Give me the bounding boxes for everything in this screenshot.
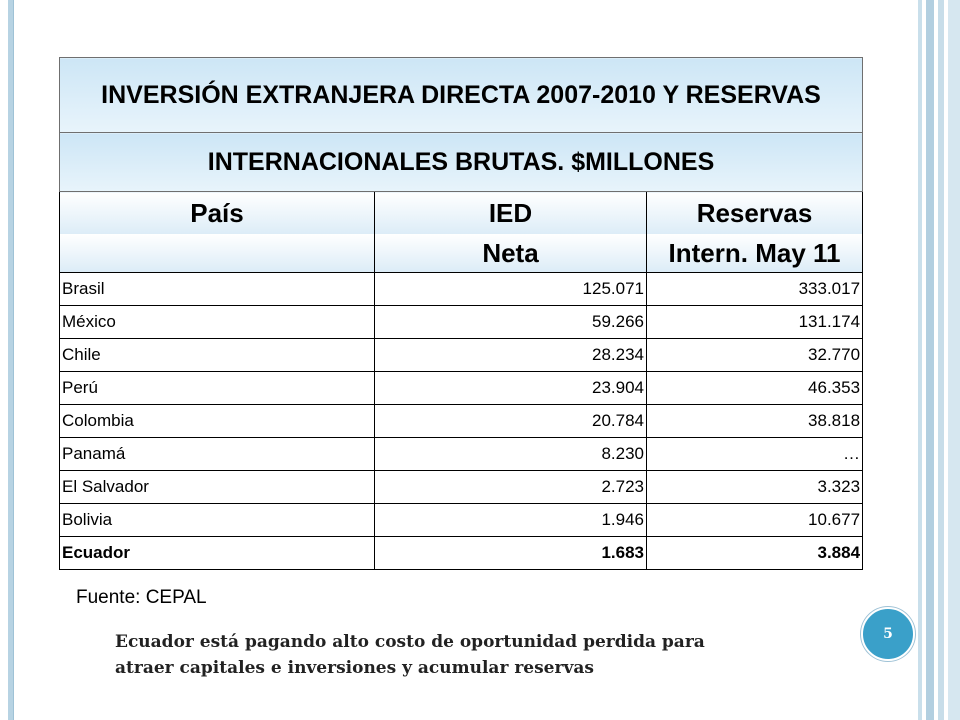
slide-frame-right	[926, 0, 934, 720]
table-title-row: INVERSIÓN EXTRANJERA DIRECTA 2007-2010 Y…	[58, 57, 864, 133]
country-cell: Brasil	[59, 272, 375, 306]
ied-cell: 59.266	[374, 305, 647, 339]
table-row: Brasil 125.071 333.017	[59, 272, 864, 306]
table-row: Perú 23.904 46.353	[59, 371, 864, 405]
ied-cell: 1.683	[374, 536, 647, 570]
table-row-highlighted: Ecuador 1.683 3.884	[59, 536, 864, 570]
column-header-reserves: Reservas	[645, 191, 864, 234]
slide-frame-right	[948, 0, 960, 720]
reserves-cell: 38.818	[645, 404, 864, 438]
reserves-cell: 32.770	[645, 338, 864, 372]
reserves-cell: 10.677	[645, 503, 864, 537]
reserves-cell: 333.017	[645, 272, 864, 306]
column-header-country: País	[59, 191, 375, 234]
country-cell: Perú	[59, 371, 375, 405]
reserves-cell: …	[645, 437, 864, 471]
country-cell: México	[59, 305, 375, 339]
column-subheader-ied: Neta	[374, 234, 647, 273]
header-row: País IED Reservas	[59, 191, 864, 234]
reserves-cell: 131.174	[645, 305, 864, 339]
investment-reserves-table: INVERSIÓN EXTRANJERA DIRECTA 2007-2010 Y…	[58, 57, 864, 570]
table-title: INVERSIÓN EXTRANJERA DIRECTA 2007-2010 Y…	[58, 57, 864, 133]
table-subtitle-row: INTERNACIONALES BRUTAS. $MILLONES	[58, 132, 864, 192]
header-row: Neta Intern. May 11	[59, 234, 864, 273]
page-number-badge: 5	[861, 607, 915, 661]
country-cell: Bolivia	[59, 503, 375, 537]
reserves-cell: 46.353	[645, 371, 864, 405]
country-cell: Chile	[59, 338, 375, 372]
ied-cell: 20.784	[374, 404, 647, 438]
country-cell: El Salvador	[59, 470, 375, 504]
country-cell: Colombia	[59, 404, 375, 438]
country-cell: Ecuador	[59, 536, 375, 570]
reserves-cell: 3.884	[645, 536, 864, 570]
column-subheader-reserves: Intern. May 11	[645, 234, 864, 273]
table-row: Chile 28.234 32.770	[59, 338, 864, 372]
ied-cell: 28.234	[374, 338, 647, 372]
table-row: El Salvador 2.723 3.323	[59, 470, 864, 504]
ied-cell: 2.723	[374, 470, 647, 504]
reserves-cell: 3.323	[645, 470, 864, 504]
table-row: México 59.266 131.174	[59, 305, 864, 339]
slide-frame-right	[938, 0, 944, 720]
slide-frame-left	[8, 0, 14, 720]
source-note: Fuente: CEPAL	[76, 587, 207, 608]
slide-frame-right	[918, 0, 922, 720]
column-header-ied: IED	[374, 191, 647, 234]
column-subheader-country	[59, 234, 375, 273]
country-cell: Panamá	[59, 437, 375, 471]
ied-cell: 8.230	[374, 437, 647, 471]
table-subtitle: INTERNACIONALES BRUTAS. $MILLONES	[58, 132, 864, 192]
ied-cell: 23.904	[374, 371, 647, 405]
ied-cell: 125.071	[374, 272, 647, 306]
table-row: Bolivia 1.946 10.677	[59, 503, 864, 537]
conclusion-text: Ecuador está pagando alto costo de oport…	[115, 632, 705, 678]
ied-cell: 1.946	[374, 503, 647, 537]
table-row: Panamá 8.230 …	[59, 437, 864, 471]
table-row: Colombia 20.784 38.818	[59, 404, 864, 438]
